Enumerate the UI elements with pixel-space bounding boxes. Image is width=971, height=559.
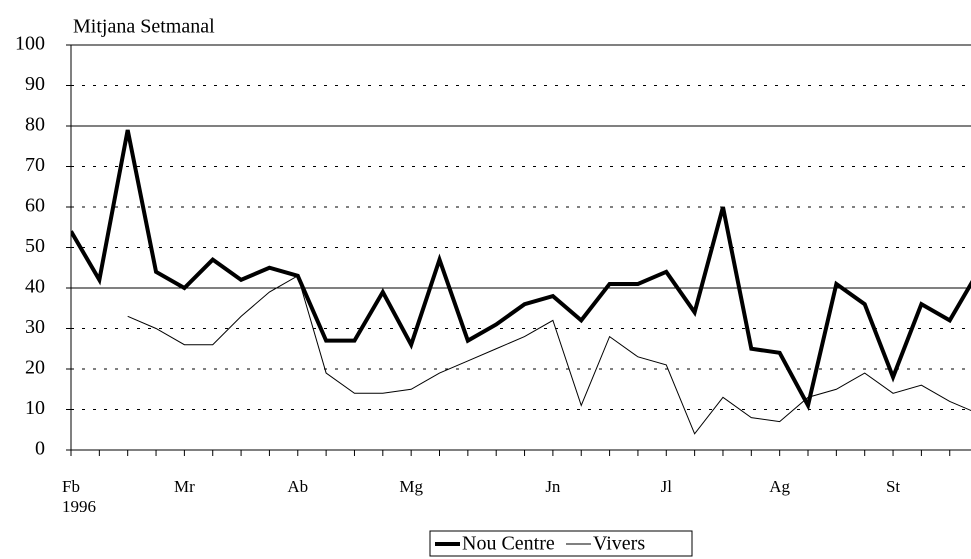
x-year-label: 1996: [62, 497, 96, 516]
y-tick-label: 50: [25, 235, 45, 257]
y-tick-label: 20: [25, 357, 45, 379]
grid: [71, 44, 971, 410]
x-tick-label: Ab: [287, 477, 308, 496]
y-tick-label: 60: [25, 195, 45, 217]
x-tick-label: Jl: [661, 477, 673, 496]
y-tick-label: 10: [25, 397, 45, 419]
x-tick-label: St: [886, 477, 900, 496]
plot-area: [71, 129, 971, 435]
y-tick-label: 70: [25, 154, 45, 176]
series-line: [71, 129, 971, 412]
legend: Nou Centre Vivers: [429, 530, 693, 557]
x-tick-label: Mr: [174, 477, 195, 496]
x-tick-label: Ag: [769, 477, 790, 496]
y-tick-label: 40: [25, 276, 45, 298]
legend-box: [429, 530, 693, 557]
legend-label: Vivers: [593, 533, 645, 555]
y-tick-label: 100: [15, 33, 45, 55]
x-tick-label: Fb: [62, 477, 80, 496]
x-tick-label: Jn: [545, 477, 561, 496]
chart-title: Mitjana Setmanal: [73, 16, 215, 38]
y-tick-label: 80: [25, 114, 45, 136]
y-tick-label: 30: [25, 316, 45, 338]
y-tick-label: 90: [25, 73, 45, 95]
y-tick-label: 0: [35, 438, 45, 460]
x-tick-label: Mg: [399, 477, 423, 496]
legend-label: Nou Centre: [462, 533, 555, 555]
series-line: [127, 275, 971, 435]
